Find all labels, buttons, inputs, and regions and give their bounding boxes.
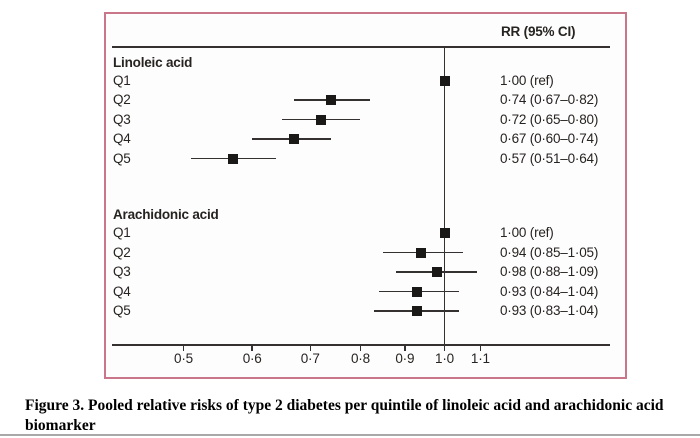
forest-plot-panel [104, 12, 627, 379]
figure-caption-line-2: biomarker [25, 417, 96, 434]
figure-caption: Figure 3. Pooled relative risks of type … [25, 396, 700, 436]
bottom-divider [0, 434, 700, 436]
figure-caption-line-1: Figure 3. Pooled relative risks of type … [25, 397, 664, 414]
